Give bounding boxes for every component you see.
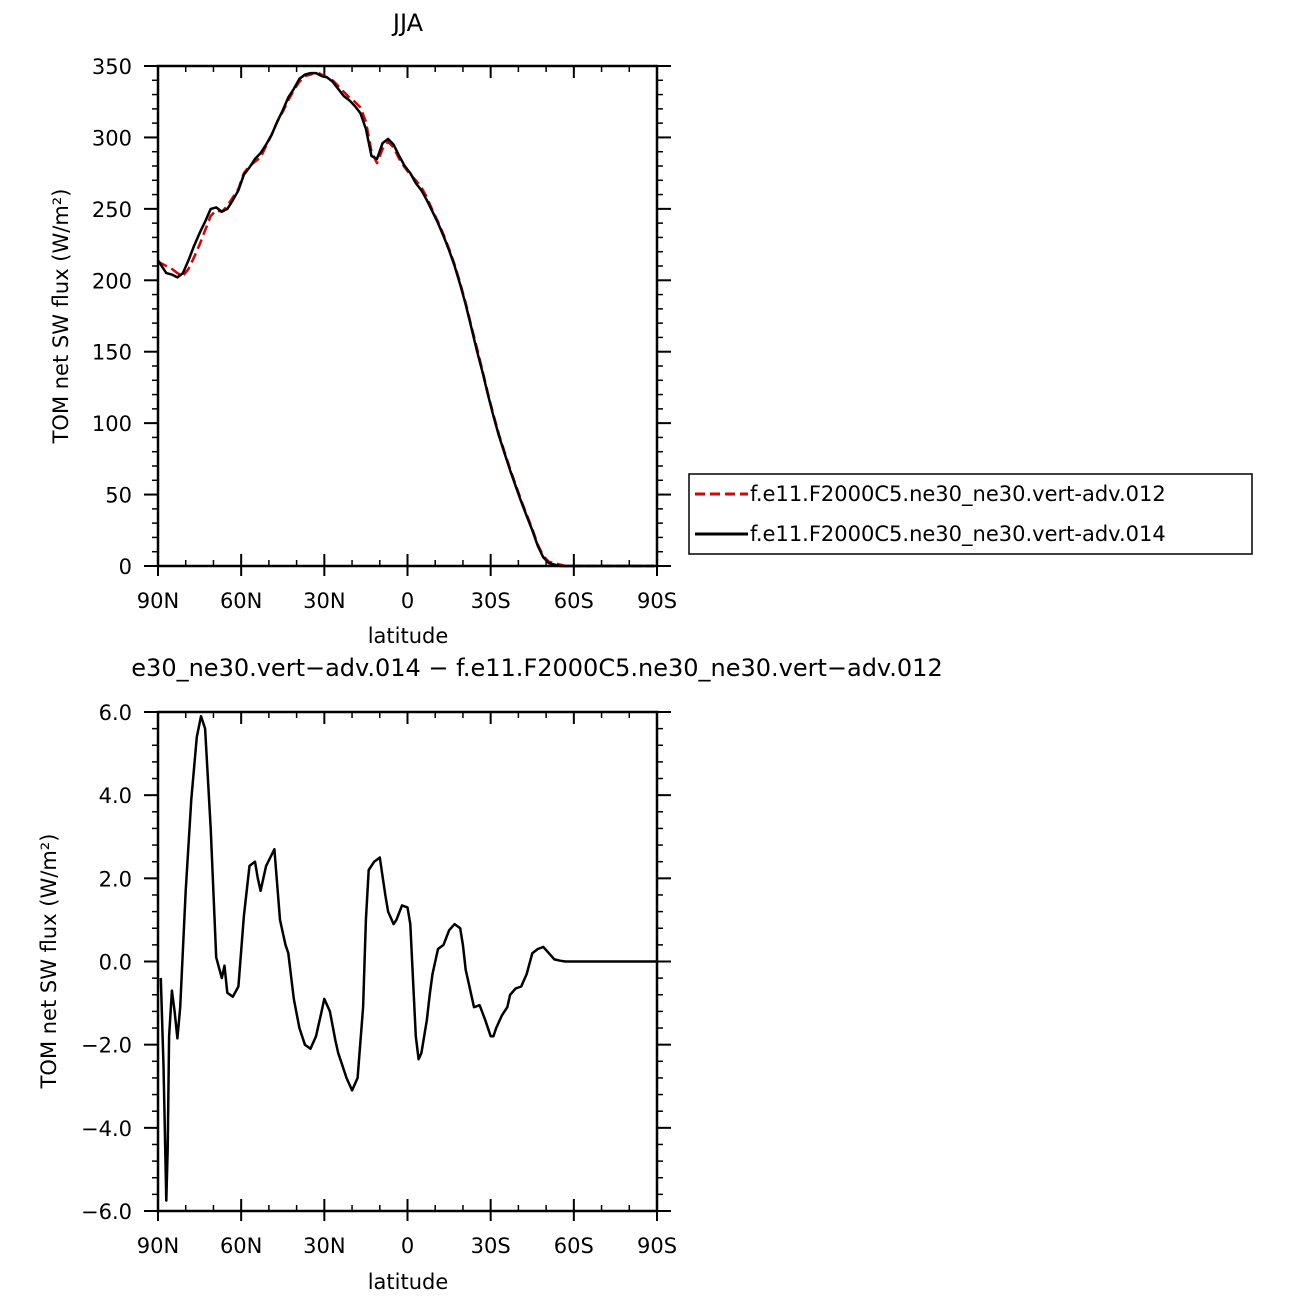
bottom-axes: 90N 60N 30N 0 30S 60S 90S −6.0 −4.0 −2.0 0.0 2.0 4.0… (81, 701, 677, 1258)
top-y-tick-label: 100 (92, 412, 132, 436)
bottom-y-tick-label: −4.0 (81, 1117, 132, 1141)
top-series-line-1 (157, 70, 655, 568)
top-x-tick-label: 0 (401, 589, 414, 613)
top-x-tick-label: 60S (554, 589, 594, 613)
top-x-tick-label: 30S (471, 589, 511, 613)
bottom-chart-ylabel: TOM net SW flux (W/m²) (37, 834, 61, 1090)
top-y-tick-label: 0 (119, 555, 132, 579)
top-y-tick-label: 350 (92, 55, 132, 79)
top-x-tick-label: 60N (220, 589, 262, 613)
top-y-tick-label: 300 (92, 126, 132, 150)
bottom-y-tick-label: 6.0 (99, 701, 132, 725)
legend-label-series-2: f.e11.F2000C5.ne30_ne30.vert-adv.014 (750, 522, 1166, 547)
top-axes: 90N 60N 30N 0 30S 60S 90S 0 50 100 150 200 250 300 350 (92, 55, 677, 613)
top-series-line-2 (156, 71, 655, 568)
bottom-series-line-1 (159, 714, 657, 1202)
bottom-y-tick-label: −6.0 (81, 1200, 132, 1224)
top-plot-frame (156, 64, 659, 568)
top-y-tick-label: 50 (105, 484, 132, 508)
top-panel: JJA latitude TOM net SW flux (W/m²) 90N 6… (49, 9, 677, 648)
bottom-plot-frame (156, 710, 659, 1213)
bottom-chart-title: e30_ne30.vert−adv.014 − f.e11.F2000C5.ne… (131, 654, 942, 682)
bottom-chart-xlabel: latitude (368, 1270, 449, 1294)
bottom-y-tick-label: 2.0 (99, 867, 132, 891)
top-chart-title: JJA (391, 9, 424, 37)
bottom-x-tick-label: 60N (220, 1234, 262, 1258)
legend-label-series-1: f.e11.F2000C5.ne30_ne30.vert-adv.012 (750, 482, 1166, 507)
bottom-x-tick-label: 60S (554, 1234, 594, 1258)
bottom-x-tick-label: 30N (303, 1234, 345, 1258)
top-y-tick-label: 200 (92, 269, 132, 293)
legend: f.e11.F2000C5.ne30_ne30.vert-adv.012 f.e… (688, 473, 1253, 555)
bottom-x-tick-label: 30S (471, 1234, 511, 1258)
bottom-y-tick-label: −2.0 (81, 1034, 132, 1058)
bottom-x-tick-label: 90N (137, 1234, 179, 1258)
legend-box (688, 473, 1253, 555)
bottom-plot-border (156, 710, 659, 1213)
top-x-tick-label: 90N (137, 589, 179, 613)
top-chart-ylabel: TOM net SW flux (W/m²) (49, 189, 73, 445)
bottom-y-tick-label: 0.0 (99, 951, 132, 975)
top-plot-border (156, 64, 659, 568)
bottom-y-tick-label: 4.0 (99, 784, 132, 808)
top-series-group (156, 70, 655, 568)
bottom-x-tick-label: 0 (401, 1234, 414, 1258)
top-x-tick-label: 30N (303, 589, 345, 613)
top-chart-xlabel: latitude (368, 624, 449, 648)
top-x-tick-label: 90S (637, 589, 677, 613)
bottom-x-tick-label: 90S (637, 1234, 677, 1258)
top-y-tick-label: 250 (92, 198, 132, 222)
bottom-panel: e30_ne30.vert−adv.014 − f.e11.F2000C5.ne… (37, 654, 943, 1294)
top-y-tick-label: 150 (92, 341, 132, 365)
bottom-series-group (159, 714, 657, 1202)
